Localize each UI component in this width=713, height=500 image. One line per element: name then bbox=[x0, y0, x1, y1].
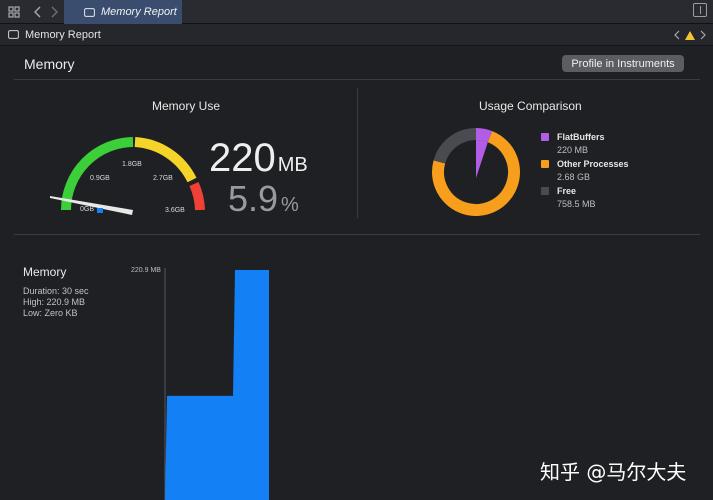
issue-navigator bbox=[673, 24, 707, 46]
next-issue-icon[interactable] bbox=[699, 30, 707, 40]
memory-graph-title: Memory bbox=[23, 265, 67, 279]
tab-label: Memory Report bbox=[101, 6, 177, 18]
legend-swatch-free bbox=[541, 187, 549, 195]
memory-use-title: Memory Use bbox=[152, 99, 221, 113]
donut-slice-free bbox=[433, 128, 477, 164]
gauge-needle bbox=[50, 196, 133, 215]
memory-value-number: 220 bbox=[209, 136, 276, 180]
memory-percent-number: 5.9 bbox=[228, 178, 279, 219]
gauge-label-1: 2.7GB bbox=[153, 175, 173, 182]
forward-chevron-icon[interactable] bbox=[44, 2, 64, 22]
memory-high: High: 220.9 MB bbox=[23, 297, 86, 307]
tab-memory-report[interactable]: Memory Report bbox=[64, 0, 182, 24]
donut-slice-flatbuffers bbox=[475, 128, 493, 143]
legend-value: 220 MB bbox=[557, 145, 589, 155]
memory-graph: 220.9 MB bbox=[131, 267, 269, 500]
section-divider bbox=[14, 234, 700, 235]
gauge-label-4: 0GB bbox=[80, 206, 94, 213]
back-chevron-icon[interactable] bbox=[28, 2, 48, 22]
gauge-label-2: 1.8GB bbox=[122, 161, 142, 168]
legend-swatch-flatbuffers bbox=[541, 133, 549, 141]
legend-value: 2.68 GB bbox=[557, 172, 591, 182]
memory-percent: 5.9 % bbox=[228, 178, 299, 220]
gauge-red-segment bbox=[189, 181, 205, 211]
gauge-label-3: 0.9GB bbox=[90, 175, 110, 182]
legend-name: FlatBuffers bbox=[557, 132, 605, 142]
grid-icon[interactable] bbox=[4, 2, 24, 22]
legend-name: Free bbox=[557, 186, 577, 196]
usage-comparison-title: Usage Comparison bbox=[479, 99, 582, 113]
split-editor-icon[interactable] bbox=[693, 3, 707, 17]
gauge-icon bbox=[8, 30, 19, 39]
warning-icon[interactable] bbox=[685, 30, 695, 40]
legend-swatch-other-processes bbox=[541, 160, 549, 168]
breadcrumb: Memory Report bbox=[0, 24, 713, 46]
donut-wedge-flatbuffers bbox=[476, 140, 488, 178]
gauge-label-0: 3.6GB bbox=[165, 207, 185, 214]
memory-duration: Duration: 30 sec bbox=[23, 286, 89, 296]
breadcrumb-label[interactable]: Memory Report bbox=[25, 28, 101, 41]
memory-value-unit: MB bbox=[277, 154, 308, 176]
memory-low: Low: Zero KB bbox=[23, 308, 78, 318]
watermark-text: 知乎 @马尔大夫 bbox=[540, 460, 687, 484]
panel-divider bbox=[357, 88, 358, 218]
memory-value: 220 MB bbox=[209, 136, 308, 181]
legend-value: 758.5 MB bbox=[557, 199, 596, 209]
memory-percent-unit: % bbox=[281, 194, 299, 216]
report-title: Memory bbox=[24, 56, 75, 72]
memory-gauge: 3.6GB 2.7GB 1.8GB 0.9GB 0GB bbox=[50, 137, 205, 215]
gauge-tab-icon bbox=[84, 7, 95, 17]
gauge-green-segment bbox=[61, 137, 134, 211]
tab-bar: Memory Report bbox=[0, 0, 713, 24]
prev-issue-icon[interactable] bbox=[673, 30, 681, 40]
gauge-yellow-segment bbox=[134, 137, 197, 183]
legend-name: Other Processes bbox=[557, 159, 629, 169]
header-divider bbox=[14, 79, 700, 80]
gauge-marker bbox=[97, 208, 103, 213]
usage-donut-chart bbox=[432, 128, 520, 216]
donut-slice-other-processes bbox=[432, 131, 520, 216]
memory-area-series bbox=[165, 270, 269, 500]
profile-in-instruments-button[interactable]: Profile in Instruments bbox=[562, 55, 684, 72]
graph-y-max-label: 220.9 MB bbox=[131, 267, 161, 274]
